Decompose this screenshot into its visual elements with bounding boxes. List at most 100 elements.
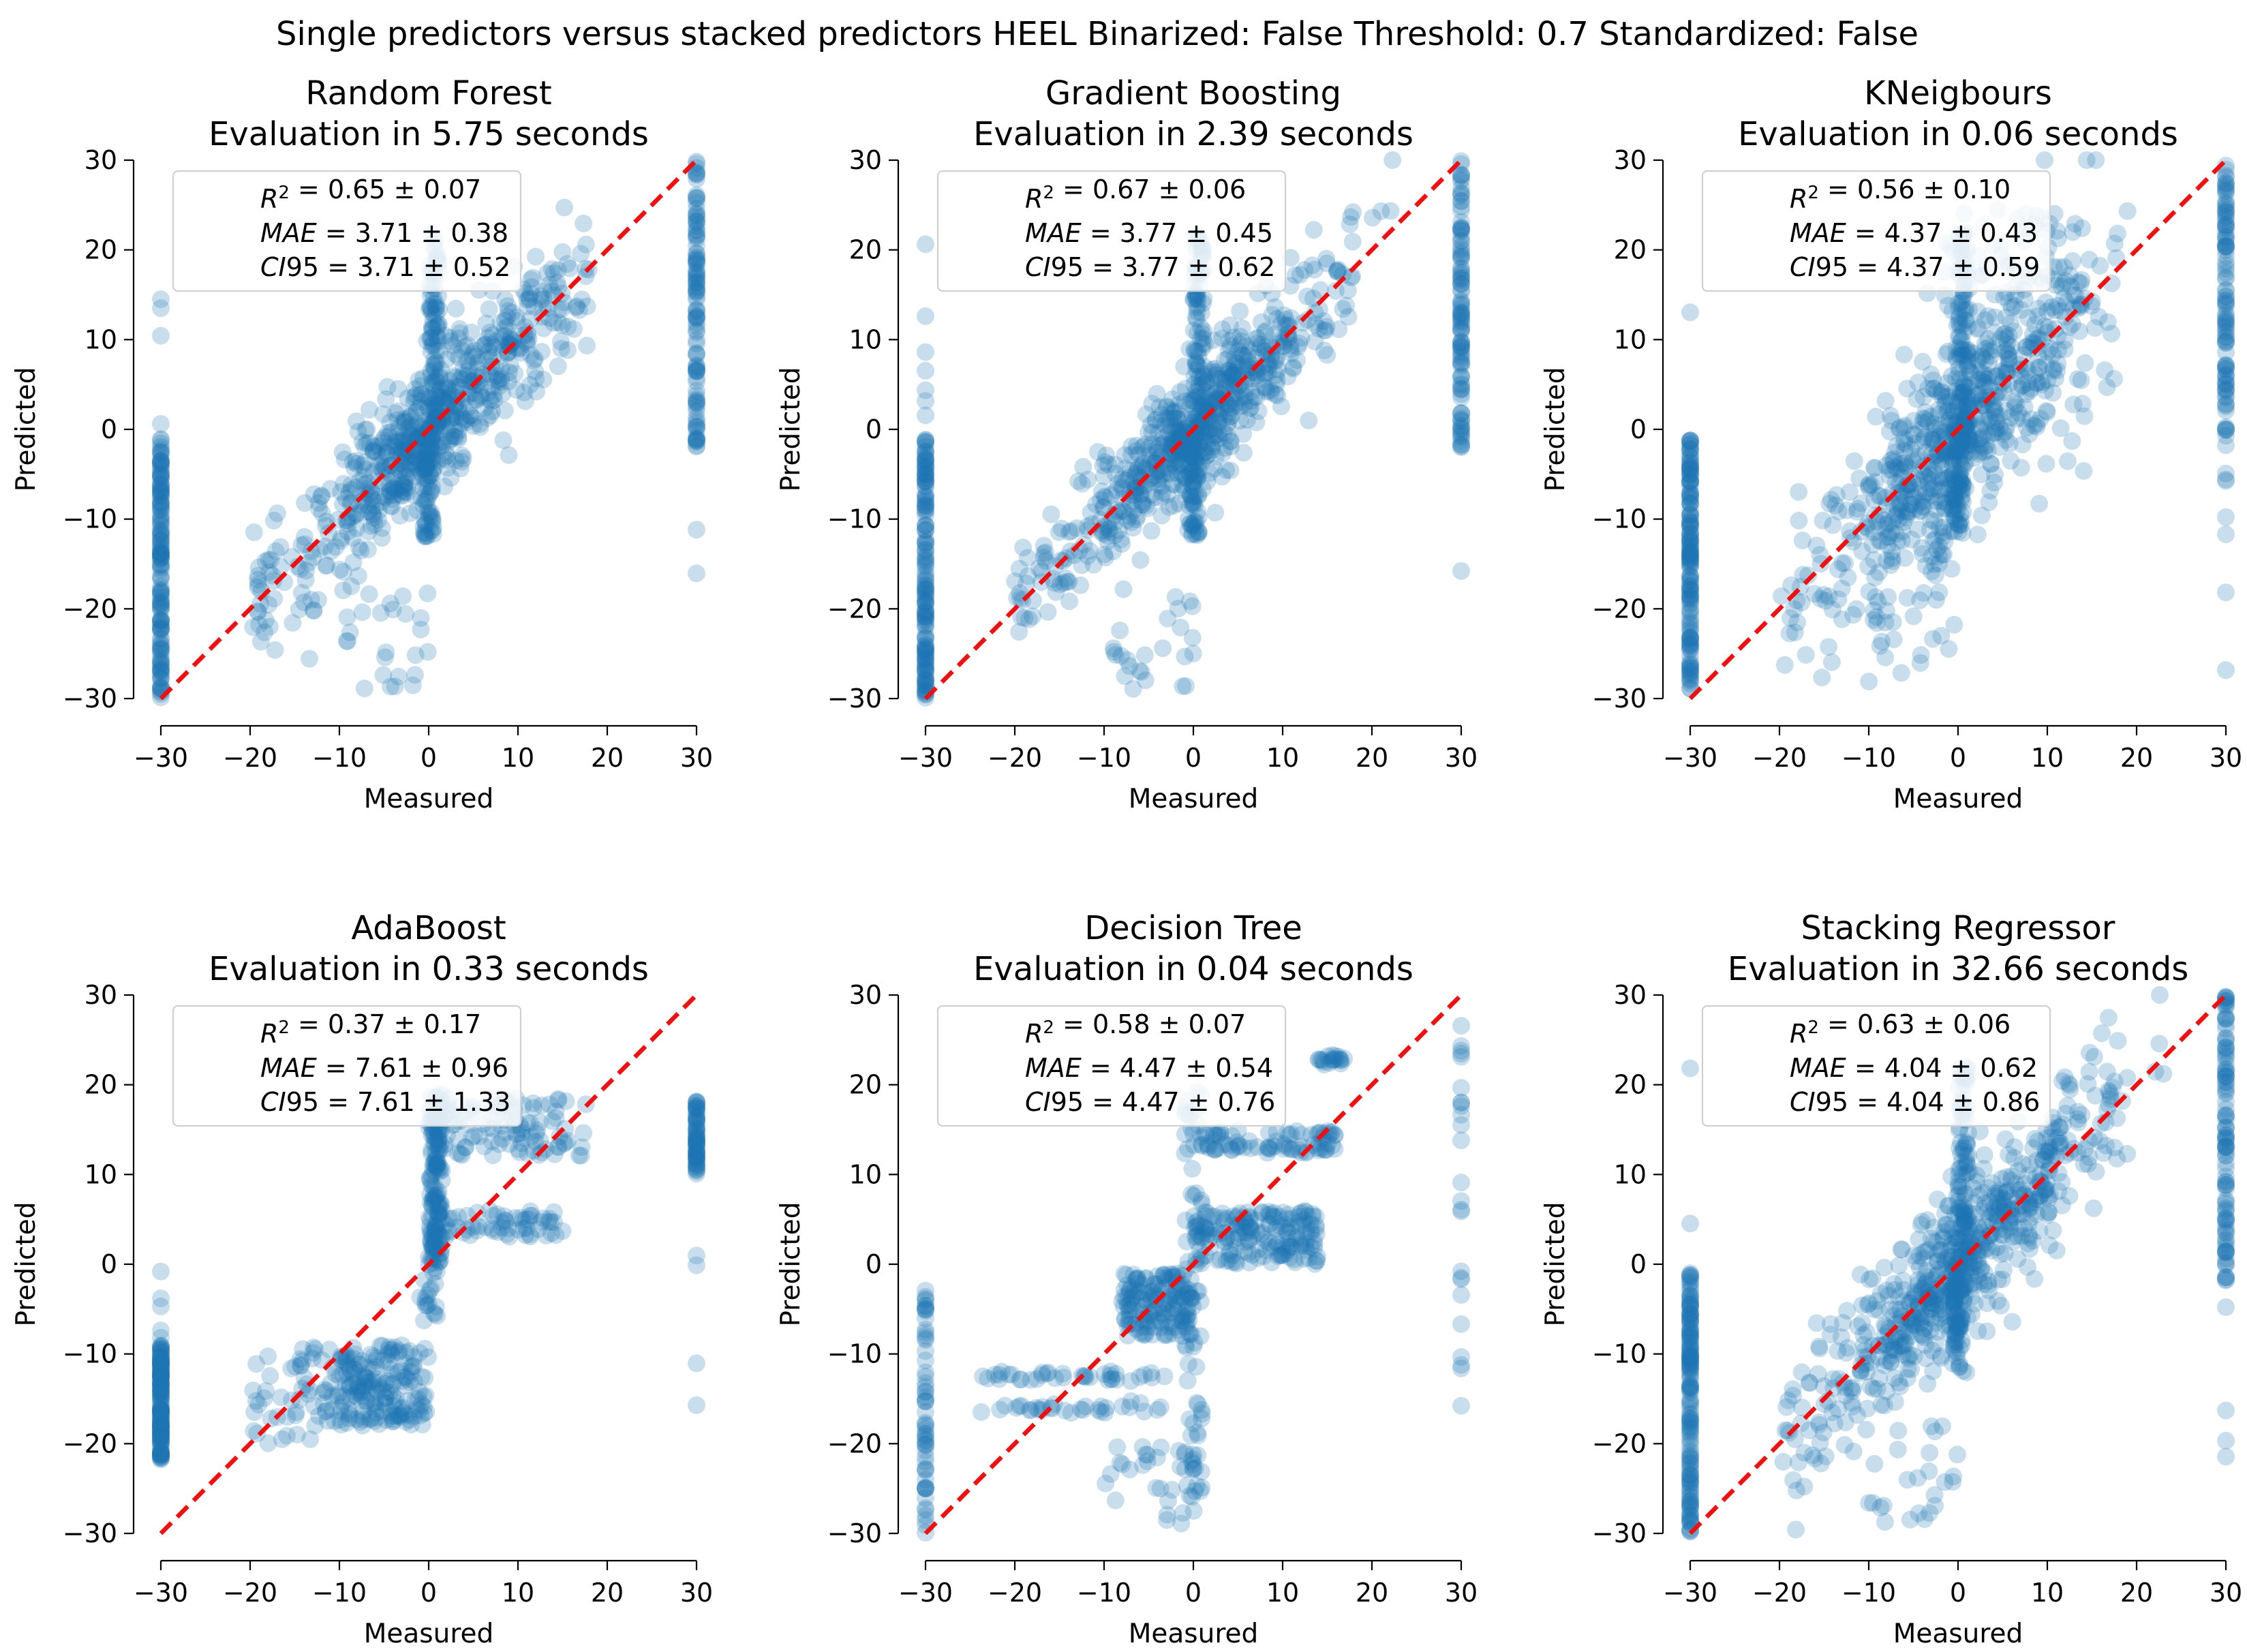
scatter-point [1306, 1255, 1324, 1273]
scatter-point [547, 1226, 565, 1244]
scatter-point [1829, 560, 1847, 579]
scatter-point [1206, 504, 1225, 522]
scatter-point [356, 1368, 374, 1386]
ci95-metric: CI95 = 3.77 ± 0.62 [1025, 252, 1275, 282]
scatter-point [431, 381, 450, 399]
scatter-point [917, 1331, 934, 1349]
y-tick-label: −30 [63, 1518, 117, 1548]
scatter-point [2030, 495, 2049, 513]
scatter-point [688, 261, 705, 279]
scatter-point [152, 592, 170, 611]
scatter-point [433, 1171, 451, 1189]
scatter-point [1983, 412, 2001, 430]
scatter-point [1976, 443, 1993, 461]
scatter-point [1452, 1359, 1470, 1377]
scatter-point [2049, 354, 2067, 373]
scatter-point [152, 459, 170, 478]
scatter-point [1895, 346, 1913, 364]
scatter-point [358, 420, 376, 438]
scatter-point [341, 623, 359, 641]
scatter-point [152, 477, 170, 495]
scatter-point [152, 455, 170, 473]
scatter-point [277, 1426, 296, 1445]
scatter-point [476, 336, 494, 354]
scatter-point [399, 389, 417, 408]
scatter-point [1452, 1174, 1470, 1192]
scatter-point [482, 392, 500, 410]
scatter-point [2217, 307, 2235, 325]
scatter-point [688, 361, 705, 379]
scatter-point [1681, 585, 1699, 603]
scatter-point [1265, 326, 1283, 344]
scatter-point [152, 620, 170, 638]
scatter-point [430, 368, 448, 386]
scatter-point [688, 395, 705, 413]
y-tick-label: −20 [1592, 594, 1647, 624]
scatter-point [1317, 249, 1336, 268]
mae-metric: MAE = 4.37 ± 0.43 [1790, 218, 2038, 248]
y-tick-label: 20 [1614, 235, 1647, 265]
x-tick-label: 0 [421, 743, 437, 773]
scatter-points [152, 153, 705, 707]
metric-mean: 0.67 [1092, 174, 1150, 204]
subplot-subtitle: Evaluation in 0.33 seconds [209, 950, 649, 988]
scatter-point [1813, 669, 1831, 687]
scatter-point [688, 209, 705, 228]
scatter-point [2055, 258, 2073, 276]
scatter-point [1364, 209, 1381, 227]
y-tick-label: −10 [63, 504, 117, 534]
x-tick-label: 20 [591, 743, 624, 773]
scatter-point [484, 1146, 502, 1165]
scatter-point [324, 1387, 341, 1405]
scatter-point [152, 669, 170, 688]
scatter-point [1131, 1368, 1149, 1386]
scatter-point [1681, 621, 1699, 639]
scatter-point [1223, 1246, 1242, 1265]
metric-std: 0.52 [453, 252, 511, 282]
scatter-point [250, 615, 269, 634]
scatter-point [1189, 444, 1207, 462]
scatter-point [498, 297, 517, 316]
scatter-point [436, 1135, 455, 1154]
scatter-point [2066, 215, 2084, 233]
scatter-point [152, 484, 170, 502]
scatter-point [553, 316, 572, 335]
scatter-point [152, 542, 170, 560]
scatter-point [688, 155, 705, 173]
subplot-subtitle: Evaluation in 0.06 seconds [1738, 115, 2178, 153]
scatter-point [500, 343, 518, 361]
scatter-point [1827, 486, 1846, 504]
scatter-point [2037, 455, 2055, 473]
scatter-point [152, 482, 170, 500]
scatter-point [152, 502, 170, 520]
scatter-point [688, 402, 705, 420]
scatter-point [152, 654, 170, 672]
scatter-point [2217, 260, 2235, 278]
scatter-point [2096, 361, 2114, 380]
scatter-point [1876, 392, 1895, 410]
scatter-point [688, 230, 705, 248]
scatter-point [2217, 583, 2235, 602]
scatter-point [1105, 643, 1123, 661]
scatter-point [454, 366, 472, 384]
scatter-point [688, 309, 705, 328]
metric-std: 0.10 [1953, 174, 2011, 204]
metric-std: 0.62 [1218, 252, 1276, 282]
scatter-point [1816, 592, 1835, 610]
scatter-point [917, 1351, 934, 1370]
scatter-point [688, 186, 705, 204]
scatter-point [688, 564, 705, 583]
scatter-point [1772, 587, 1790, 605]
scatter-point [449, 399, 468, 417]
scatter-point [444, 427, 463, 446]
scatter-point [152, 635, 170, 653]
scatter-point [152, 526, 170, 545]
scatter-point [406, 380, 425, 398]
x-tick-label: 30 [2210, 743, 2242, 773]
scatter-point [152, 492, 170, 510]
scatter-point [152, 545, 170, 563]
scatter-point [461, 407, 480, 425]
y-tick-label: −10 [827, 504, 882, 534]
scatter-point [453, 1146, 471, 1164]
